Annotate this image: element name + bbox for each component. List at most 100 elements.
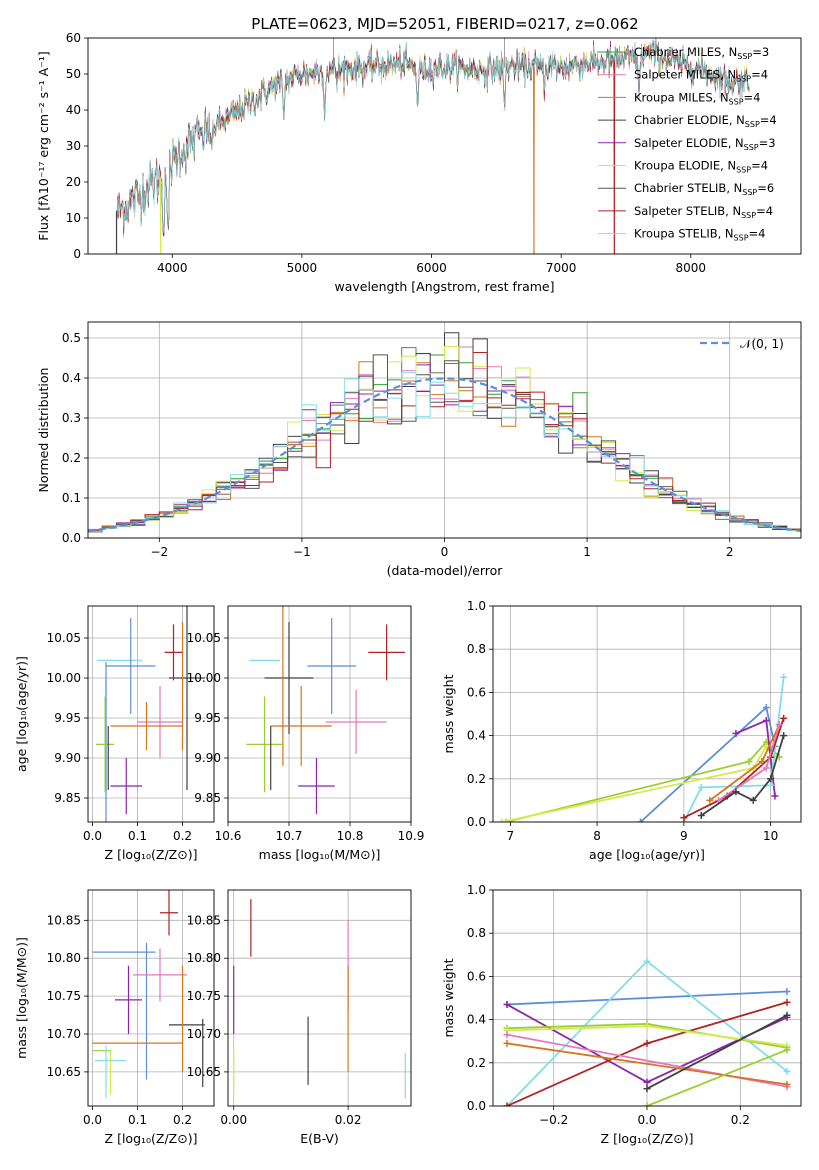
y-tick-label: 10.65 [187, 1065, 221, 1079]
y-tick-label: 50 [66, 67, 81, 81]
legend-name: Chabrier ELODIE, N [634, 113, 745, 127]
axes-frame [87, 889, 215, 1107]
axes-frame [492, 889, 802, 1107]
y-tick-label: 10.85 [47, 913, 81, 927]
y-tick-label: 9.90 [194, 751, 221, 765]
x-tick-label: 0.0 [83, 1113, 102, 1127]
y-tick-label: 30 [66, 139, 81, 153]
legend-sub: SSP [742, 188, 757, 197]
legend-label: Salpeter ELODIE, NSSP=3 [634, 136, 776, 152]
y-axis-label: Flux [fλ10⁻¹⁷ erg cm⁻² s⁻¹ A⁻¹] [36, 51, 51, 240]
legend-sub: SSP [737, 52, 752, 61]
weight-line-blue [506, 990, 788, 1006]
y-tick-label: 0.4 [467, 1013, 486, 1027]
x-axis-label: Z [log₁₀(Z/Z⊙)] [105, 1131, 198, 1146]
x-tick-label: 4000 [157, 261, 188, 275]
y-tick-label: 10.80 [47, 951, 81, 965]
y-tick-label: 20 [66, 175, 81, 189]
mass-weight-vs-age-panel: 7 8 9 10 0.0 0.2 0.4 0.6 0.8 1.0 age [log₁₀(age/yr… [441, 599, 802, 862]
y-tick-label: 0.2 [62, 451, 81, 465]
x-tick-label: 10.6 [215, 829, 242, 843]
legend-name: Kroupa STELIB, N [634, 227, 734, 241]
x-axis-label: (data-model)/error [387, 563, 504, 578]
axes-frame [227, 605, 412, 823]
y-tick-label: 9.95 [194, 711, 221, 725]
legend-label: 𝒩(0, 1) [740, 337, 784, 351]
y-tick-label: 0.5 [62, 331, 81, 345]
x-tick-label: 0.02 [335, 1113, 362, 1127]
x-tick-label: −2 [150, 545, 168, 559]
weight-line-ke [501, 744, 776, 822]
weight-line-olive [505, 740, 780, 822]
x-tick-label: 2 [726, 545, 734, 559]
legend-tail: =4 [756, 204, 773, 218]
x-tick-label: 0.1 [128, 829, 147, 843]
legend-name: Chabrier STELIB, N [634, 181, 742, 195]
y-tick-label: 0.4 [467, 729, 486, 743]
legend-name: Salpeter STELIB, N [634, 204, 741, 218]
mass-vs-metallicity-panel: 0.0 0.1 0.2 10.65 10.70 10.75 10.80 10.85 Z [log… [14, 889, 215, 1146]
mass-weight-vs-metallicity-panel: −0.2 0.0 0.2 0.0 0.2 0.4 0.6 0.8 1.0 Z [log₁₀(Z/Z… [441, 883, 802, 1146]
legend-sub: SSP [745, 120, 760, 129]
x-tick-label: 1 [583, 545, 591, 559]
legend-tail: =4 [760, 113, 777, 127]
legend-label: Salpeter MILES, NSSP=4 [634, 68, 768, 84]
x-tick-label: 0.00 [220, 1113, 247, 1127]
y-tick-label: 9.85 [194, 791, 221, 805]
x-axis-label: Z [log₁₀(Z/Z⊙)] [601, 1131, 694, 1146]
y-tick-label: 9.90 [54, 751, 81, 765]
y-tick-label: 10.85 [187, 913, 221, 927]
x-tick-label: 5000 [287, 261, 318, 275]
legend-sub: SSP [744, 143, 759, 152]
age-vs-mass-panel: 10.6 10.7 10.8 10.9 9.85 9.90 9.95 10.00 10.05 ma… [187, 605, 424, 862]
legend-sub: SSP [741, 211, 756, 220]
spectrum-panel: 4000 5000 6000 7000 8000 0 10 20 30 40 50 60 wavelen… [36, 31, 802, 294]
legend-label: Kroupa ELODIE, NSSP=4 [634, 159, 768, 175]
plot-area [498, 673, 788, 822]
weight-line-ce [646, 1014, 788, 1090]
y-axis-label: age [log₁₀(age/yr)] [14, 656, 29, 772]
y-tick-label: 10.80 [187, 951, 221, 965]
axes-frame [87, 37, 802, 255]
y-tick-label: 0 [73, 247, 81, 261]
y-tick-label: 10.70 [187, 1027, 221, 1041]
legend-name: Kroupa MILES, N [634, 90, 729, 104]
x-tick-label: 0.2 [173, 829, 192, 843]
y-tick-label: 0.0 [467, 1099, 486, 1113]
y-tick-label: 0.0 [467, 815, 486, 829]
legend-label: Kroupa MILES, NSSP=4 [634, 90, 760, 106]
x-tick-label: 0.1 [128, 1113, 147, 1127]
histogram-cs [88, 354, 801, 533]
x-tick-label: 7000 [546, 261, 577, 275]
y-axis-label: mass [log₁₀(M/M⊙)] [14, 937, 29, 1059]
y-tick-label: 0.3 [62, 411, 81, 425]
y-tick-label: 9.95 [54, 711, 81, 725]
residual-histogram-panel: −2 −1 0 1 2 0.0 0.1 0.2 0.3 0.4 0.5 (data-model)/er… [36, 321, 802, 578]
y-tick-label: 1.0 [467, 599, 486, 613]
x-axis-label: mass [log₁₀(M/M⊙)] [259, 847, 381, 862]
axes-frame [227, 889, 412, 1107]
histogram-ke [88, 346, 801, 532]
plot-area [92, 890, 205, 1099]
x-tick-label: 0.2 [173, 1113, 192, 1127]
legend-tail: =4 [751, 68, 768, 82]
legend-name: Salpeter ELODIE, N [634, 136, 744, 150]
y-tick-label: 1.0 [467, 883, 486, 897]
y-tick-label: 0.6 [467, 969, 486, 983]
y-axis-label: Normed distribution [36, 368, 51, 493]
y-tick-label: 10.00 [47, 671, 81, 685]
legend-sub: SSP [736, 75, 751, 84]
x-tick-label: 10.8 [337, 829, 364, 843]
mass-vs-ebv-panel: 0.00 0.02 10.65 10.70 10.75 10.80 10.85 E(B-V) [187, 889, 412, 1146]
x-axis-label: wavelength [Angstrom, rest frame] [334, 279, 554, 294]
weight-line-km [506, 1042, 788, 1086]
y-tick-label: 10.00 [187, 671, 221, 685]
y-tick-label: 10.75 [47, 989, 81, 1003]
axes-frame [87, 321, 802, 539]
x-axis-label: Z [log₁₀(Z/Z⊙)] [105, 847, 198, 862]
x-tick-label: 6000 [416, 261, 447, 275]
plot-area [115, 38, 750, 254]
plot-area [246, 606, 405, 814]
legend-label: Chabrier MILES, NSSP=3 [634, 45, 769, 61]
legend-tail: =4 [749, 227, 766, 241]
